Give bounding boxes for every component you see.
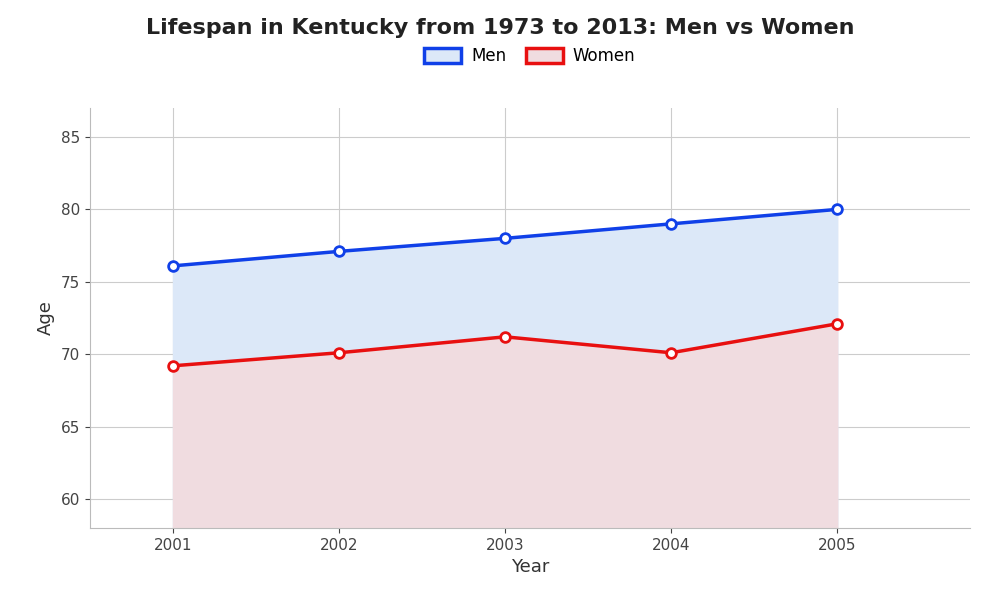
Legend: Men, Women: Men, Women (418, 41, 642, 72)
Text: Lifespan in Kentucky from 1973 to 2013: Men vs Women: Lifespan in Kentucky from 1973 to 2013: … (146, 18, 854, 38)
Y-axis label: Age: Age (37, 301, 55, 335)
X-axis label: Year: Year (511, 558, 549, 576)
